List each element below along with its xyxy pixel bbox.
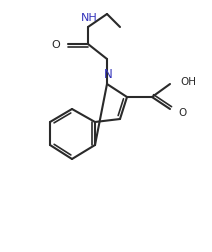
Text: OH: OH bbox=[180, 77, 196, 87]
Text: N: N bbox=[104, 68, 112, 81]
Text: NH: NH bbox=[81, 13, 97, 23]
Text: O: O bbox=[178, 108, 186, 117]
Text: O: O bbox=[51, 40, 60, 50]
